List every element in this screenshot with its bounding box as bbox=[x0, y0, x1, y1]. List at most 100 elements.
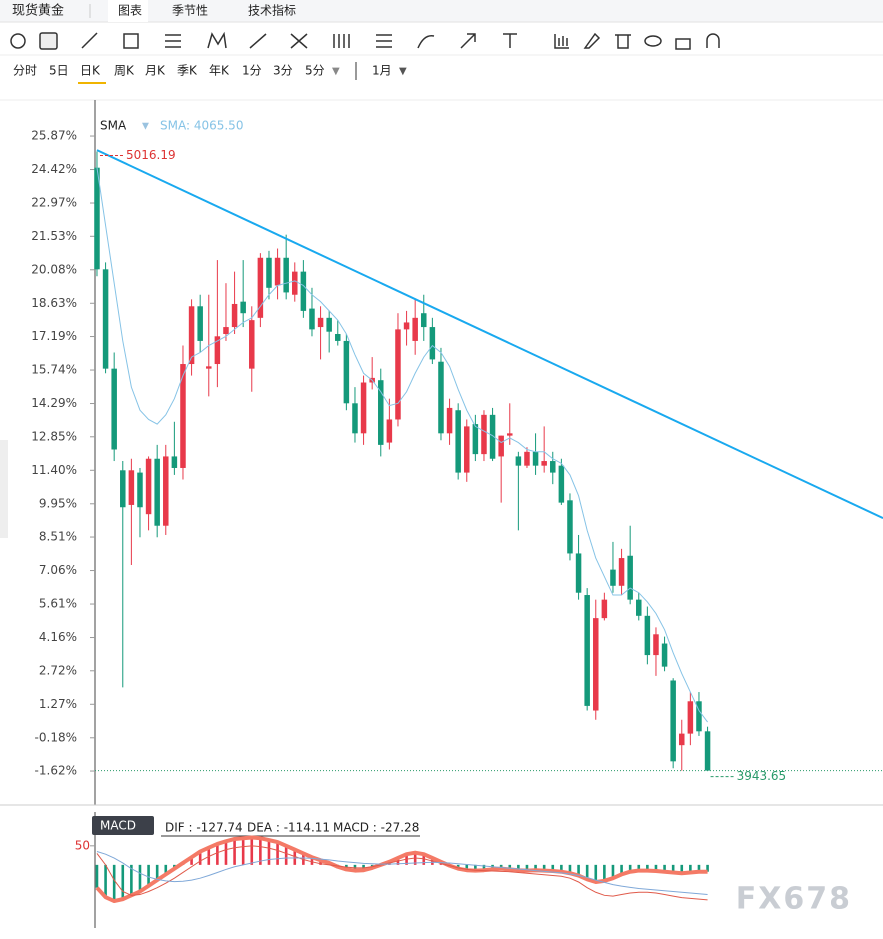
tool-icon[interactable] bbox=[615, 34, 631, 49]
period[interactable]: 1分 bbox=[242, 64, 262, 78]
tool-icon[interactable] bbox=[81, 32, 98, 49]
macd-bar bbox=[646, 864, 649, 871]
candle-body bbox=[102, 269, 109, 369]
tool-icon[interactable] bbox=[333, 34, 350, 48]
candle-body bbox=[395, 329, 401, 420]
candle-body bbox=[197, 306, 203, 341]
candle-body bbox=[653, 634, 659, 656]
macd-bar bbox=[319, 860, 322, 865]
period[interactable]: 月K bbox=[145, 64, 166, 78]
tool-icon[interactable] bbox=[706, 33, 720, 48]
indicator-name: SMA bbox=[100, 119, 127, 133]
period[interactable]: 5分 bbox=[305, 64, 325, 78]
macd-bar bbox=[310, 857, 314, 865]
y-tick-label: 12.85% bbox=[31, 429, 77, 443]
macd-bar bbox=[697, 864, 701, 872]
y-tick-label: 20.08% bbox=[31, 262, 77, 276]
macd-bar bbox=[525, 864, 529, 871]
macd-bar bbox=[534, 864, 537, 871]
tool-icon[interactable] bbox=[460, 33, 476, 49]
candle-body bbox=[670, 680, 676, 762]
dropdown-arrow[interactable]: ▼ bbox=[332, 66, 340, 77]
y-tick-label: 24.42% bbox=[31, 162, 77, 176]
candle-body bbox=[111, 368, 117, 450]
tool-icon[interactable] bbox=[503, 33, 517, 48]
period[interactable]: 3分 bbox=[273, 64, 293, 78]
period[interactable]: 年K bbox=[209, 64, 230, 78]
candle-body bbox=[687, 701, 694, 734]
y-tick-label: 4.16% bbox=[39, 630, 77, 644]
macd-bar bbox=[585, 864, 589, 880]
macd-bar bbox=[224, 841, 228, 865]
dif-label: DIF : -127.74 bbox=[165, 821, 243, 835]
macd-bar bbox=[706, 864, 709, 872]
macd-bar bbox=[542, 864, 546, 871]
tool-icon[interactable] bbox=[376, 34, 392, 48]
macd-bar bbox=[216, 843, 219, 865]
tool-icon[interactable] bbox=[290, 33, 308, 49]
tool-icon[interactable] bbox=[39, 32, 58, 50]
macd-bar bbox=[671, 864, 675, 873]
tab[interactable]: 图表 bbox=[118, 4, 142, 18]
macd-bar bbox=[138, 864, 142, 892]
macd-button[interactable] bbox=[92, 816, 154, 835]
candle-body bbox=[403, 322, 410, 330]
macd-bar bbox=[560, 864, 563, 872]
candle-body bbox=[446, 407, 453, 434]
period[interactable]: 季K bbox=[177, 64, 198, 78]
y-tick-label: 9.95% bbox=[39, 496, 77, 510]
dea-line bbox=[96, 851, 708, 896]
period[interactable]: 分时 bbox=[13, 64, 37, 78]
macd-bar bbox=[654, 864, 658, 871]
macd-bar bbox=[293, 849, 297, 865]
candle-body bbox=[352, 403, 358, 434]
tab[interactable]: 技术指标 bbox=[248, 3, 296, 18]
dropdown-arrow[interactable]: ▼ bbox=[399, 66, 407, 77]
tool-icon[interactable] bbox=[644, 35, 662, 47]
candle-body bbox=[498, 435, 504, 457]
tool-icon[interactable] bbox=[554, 34, 569, 49]
tool-icon[interactable] bbox=[675, 38, 691, 50]
dea-label: DEA : -114.11 bbox=[247, 821, 330, 835]
tool-icon[interactable] bbox=[249, 33, 267, 49]
indicator-dropdown[interactable]: ▼ bbox=[142, 122, 149, 132]
macd-bar bbox=[250, 837, 254, 865]
macd-bar bbox=[603, 864, 606, 881]
side-toggle[interactable] bbox=[0, 440, 8, 538]
tab[interactable]: 季节性 bbox=[172, 4, 208, 18]
period[interactable]: 5日 bbox=[49, 64, 69, 78]
candle-body bbox=[145, 458, 152, 515]
macd-bar bbox=[663, 864, 666, 872]
candle-body bbox=[515, 456, 522, 466]
period[interactable]: 日K bbox=[80, 64, 101, 78]
indicator-value: SMA: 4065.50 bbox=[160, 119, 243, 133]
candle-body bbox=[412, 317, 418, 341]
candle-body bbox=[343, 340, 350, 404]
tool-icon[interactable] bbox=[583, 32, 601, 49]
tool-icon[interactable] bbox=[207, 31, 227, 49]
candle-body bbox=[317, 317, 324, 328]
candle-body bbox=[472, 424, 479, 455]
tool-icon[interactable] bbox=[417, 35, 435, 49]
candle-body bbox=[550, 461, 556, 473]
sma-line bbox=[96, 167, 708, 723]
macd-bar bbox=[620, 864, 623, 875]
period[interactable]: 周K bbox=[114, 64, 135, 78]
macd-bar bbox=[190, 857, 193, 865]
macd-bar bbox=[482, 864, 486, 871]
tool-icon[interactable] bbox=[165, 34, 181, 48]
tool-icon[interactable] bbox=[123, 33, 139, 49]
period-underline bbox=[78, 82, 106, 84]
macd-bar bbox=[413, 852, 417, 865]
candle-body bbox=[575, 553, 582, 593]
candle-body bbox=[223, 327, 229, 334]
candle-body bbox=[300, 271, 307, 311]
tool-icon[interactable] bbox=[10, 33, 26, 49]
candle-body bbox=[567, 500, 573, 554]
range[interactable]: 1月 bbox=[372, 64, 392, 78]
candle-body bbox=[455, 410, 461, 473]
active-tab[interactable] bbox=[108, 0, 148, 22]
candle-body bbox=[274, 257, 281, 286]
macd-bar bbox=[112, 864, 116, 902]
